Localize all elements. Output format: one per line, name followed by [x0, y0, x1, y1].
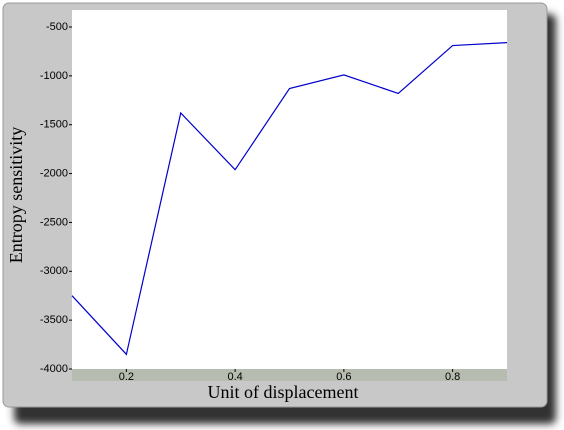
x-tick-label: 0.4	[227, 371, 242, 383]
y-tick-label: -1000	[40, 70, 68, 82]
x-axis-band	[72, 369, 507, 381]
data-line	[71, 42, 508, 356]
y-tick-label: -2500	[40, 216, 68, 228]
plot-area	[72, 10, 507, 369]
y-tick-label: -2000	[40, 167, 68, 179]
y-tick-label: -3000	[40, 265, 68, 277]
y-axis-label: Entropy sensitivity	[6, 127, 26, 264]
y-tick-label: -500	[46, 21, 68, 33]
x-tick-label: 0.2	[119, 371, 134, 383]
x-axis-label: Unit of displacement	[208, 382, 359, 402]
x-tick-label: 0.6	[336, 371, 351, 383]
y-tick-label: -4000	[40, 363, 68, 375]
y-tick-label: -3500	[40, 314, 68, 326]
y-tick-label: -1500	[40, 119, 68, 131]
x-tick-label: 0.8	[445, 371, 460, 383]
